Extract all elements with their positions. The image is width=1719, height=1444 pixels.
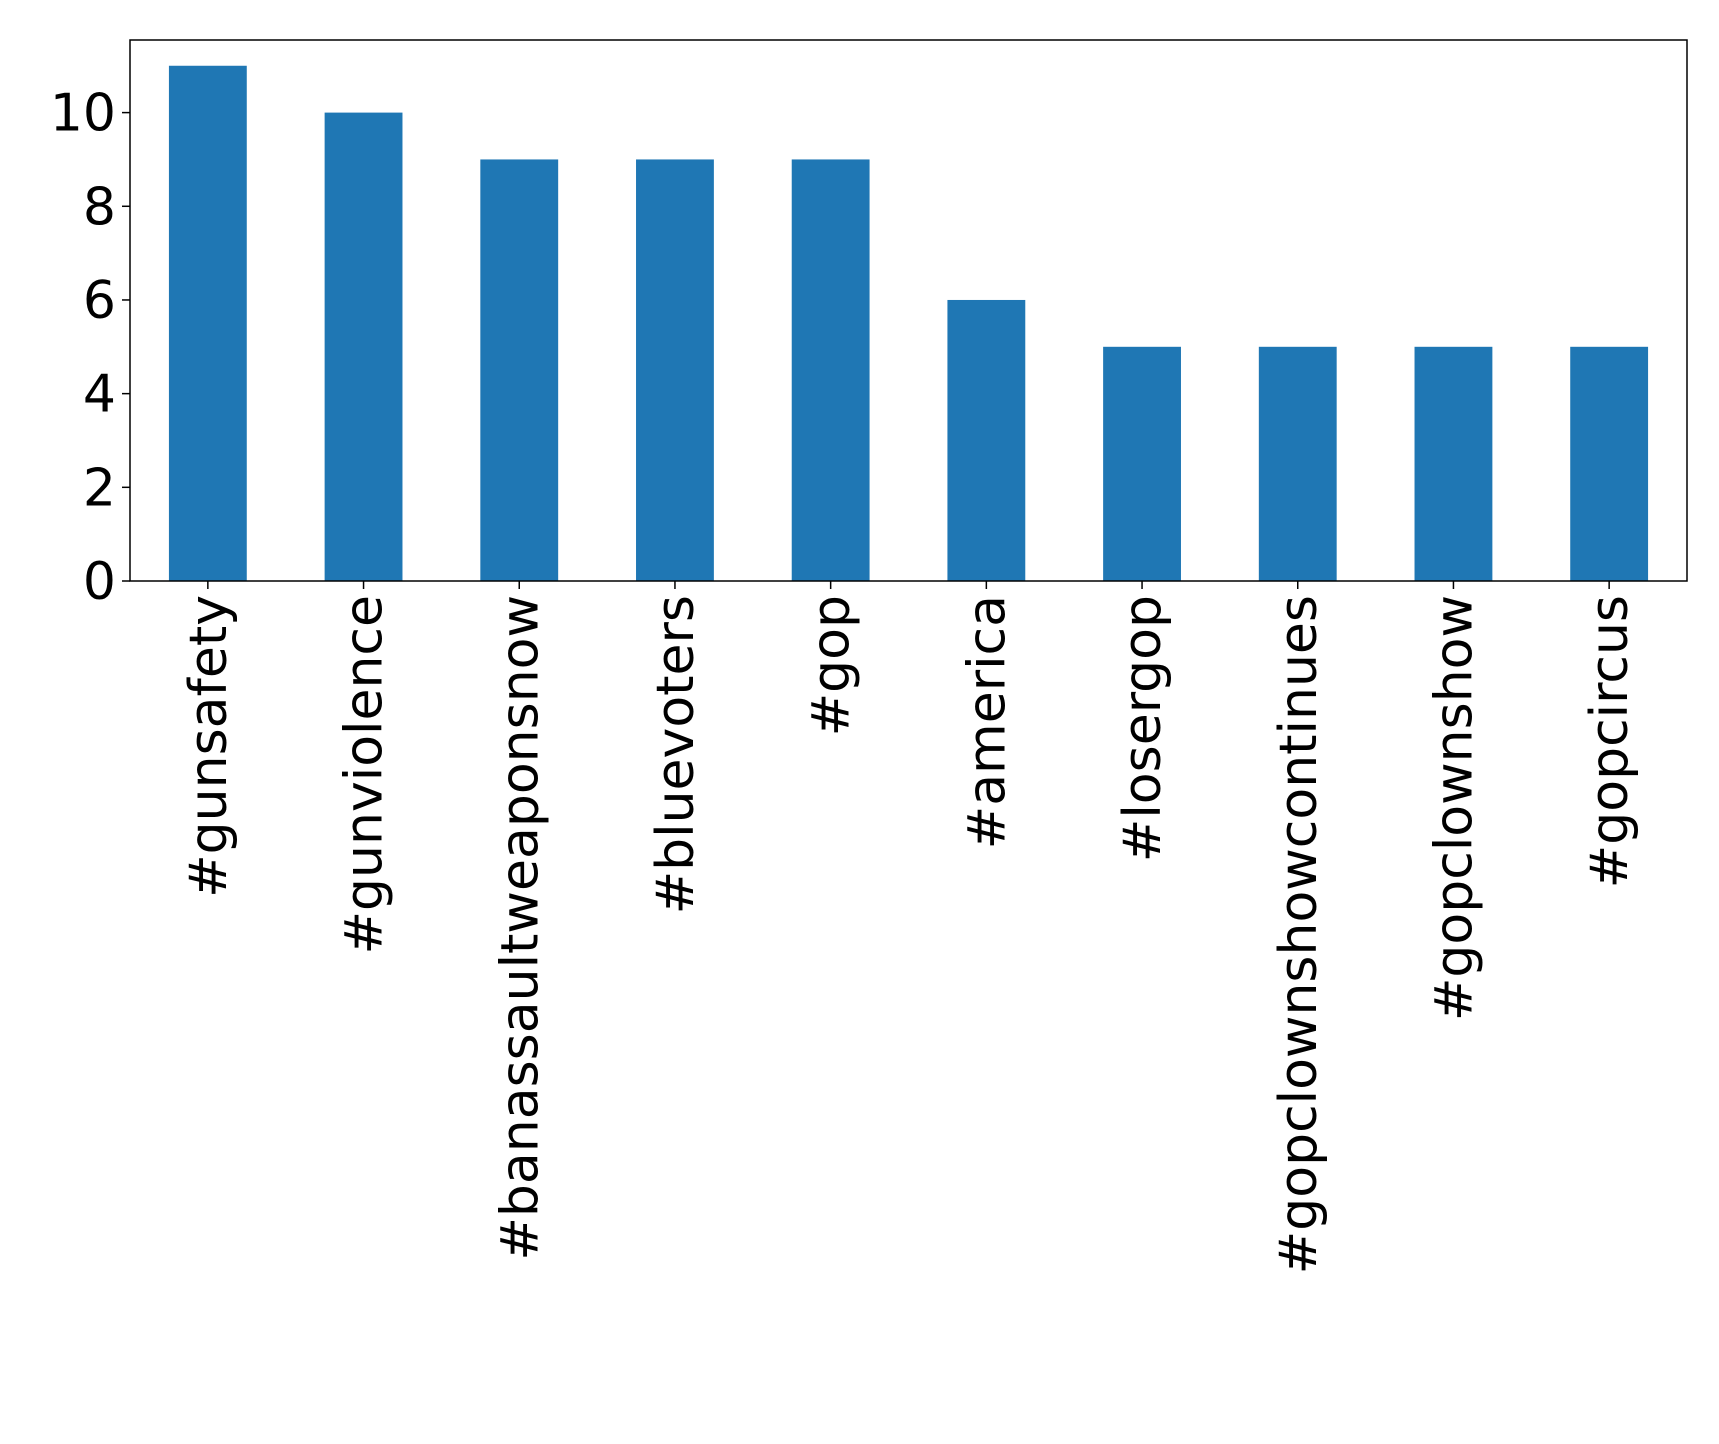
- x-tick-label: #gopclownshow: [1424, 595, 1484, 1021]
- bar: [791, 159, 870, 581]
- plot-frame: [129, 39, 1688, 582]
- bar: [324, 112, 403, 581]
- x-tick-label: #gopclownshowcontinues: [1269, 595, 1329, 1274]
- y-tick-label: 8: [83, 177, 116, 237]
- x-tick-label: #gop: [802, 595, 862, 736]
- bar: [1258, 346, 1337, 581]
- bar: [1570, 346, 1649, 581]
- bar: [947, 299, 1026, 581]
- y-tick-label: 6: [83, 271, 116, 331]
- bar: [168, 65, 247, 581]
- bar: [480, 159, 559, 581]
- x-tick-label: #bluevoters: [646, 595, 706, 914]
- y-tick-label: 4: [83, 365, 116, 425]
- bar: [1103, 346, 1181, 581]
- x-tick-label: #losergop: [1113, 595, 1173, 862]
- bar: [636, 159, 714, 581]
- x-tick-label: #america: [957, 595, 1017, 849]
- x-tick-label: #banassaultweaponsnow: [490, 595, 550, 1261]
- y-tick-label: 0: [83, 552, 116, 612]
- x-tick-label: #gopcircus: [1580, 595, 1640, 888]
- x-tick-label: #gunsafety: [179, 595, 239, 898]
- x-tick-label: #gunviolence: [335, 595, 395, 955]
- y-tick-label: 2: [83, 458, 116, 518]
- y-tick-label: 10: [50, 84, 116, 144]
- bar: [1414, 346, 1493, 581]
